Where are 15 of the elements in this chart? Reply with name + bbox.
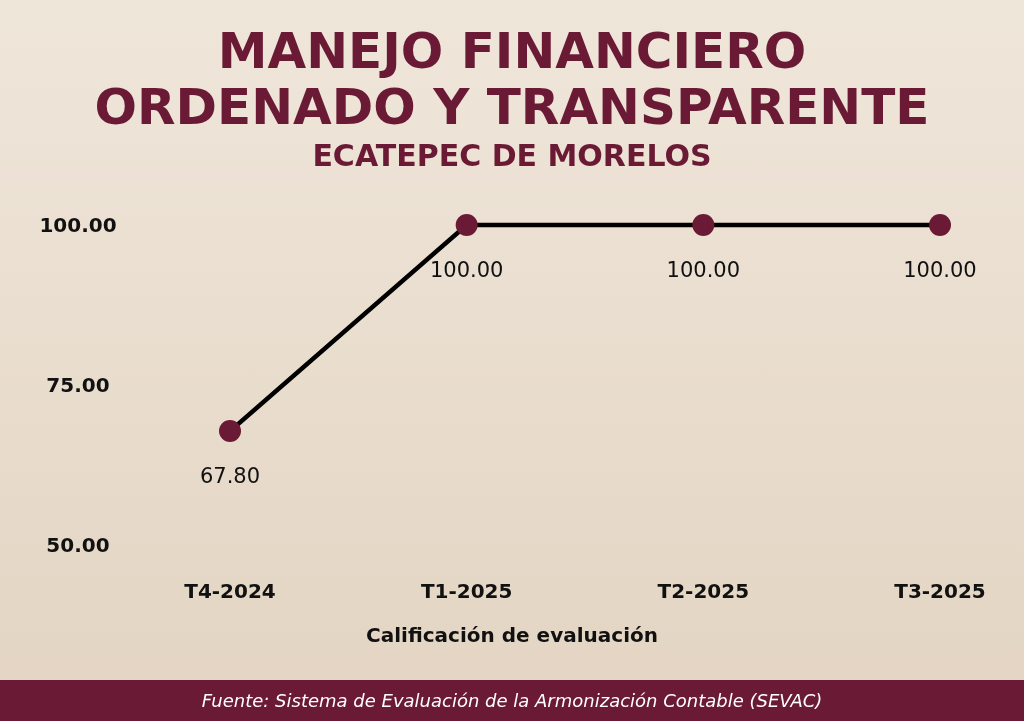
x-tick-label: T3-2025 [894, 579, 986, 603]
y-tick-label: 100.00 [39, 213, 117, 237]
chart-subtitle: ECATEPEC DE MORELOS [312, 138, 712, 173]
x-axis-title: Calificación de evaluación [366, 623, 658, 647]
text: 100.00 [429, 258, 504, 282]
source-note: Fuente: Sistema de Evaluación de la Armonización Contable (SEVAC) [201, 690, 823, 711]
x-tick-label: T1-2025 [420, 579, 513, 603]
y-tick-label: 75.00 [46, 373, 110, 397]
x-tick-label: T2-2025 [657, 579, 750, 603]
x-tick-label: T4-2024 [184, 579, 276, 603]
y-tick-label: 50.00 [46, 533, 110, 557]
chart-title: MANEJO FINANCIERO ORDENADO Y TRANSPARENTE [94, 22, 930, 136]
text: 100.00 [666, 258, 741, 282]
text: 100.00 [903, 258, 977, 282]
text: 67.80 [199, 464, 261, 489]
